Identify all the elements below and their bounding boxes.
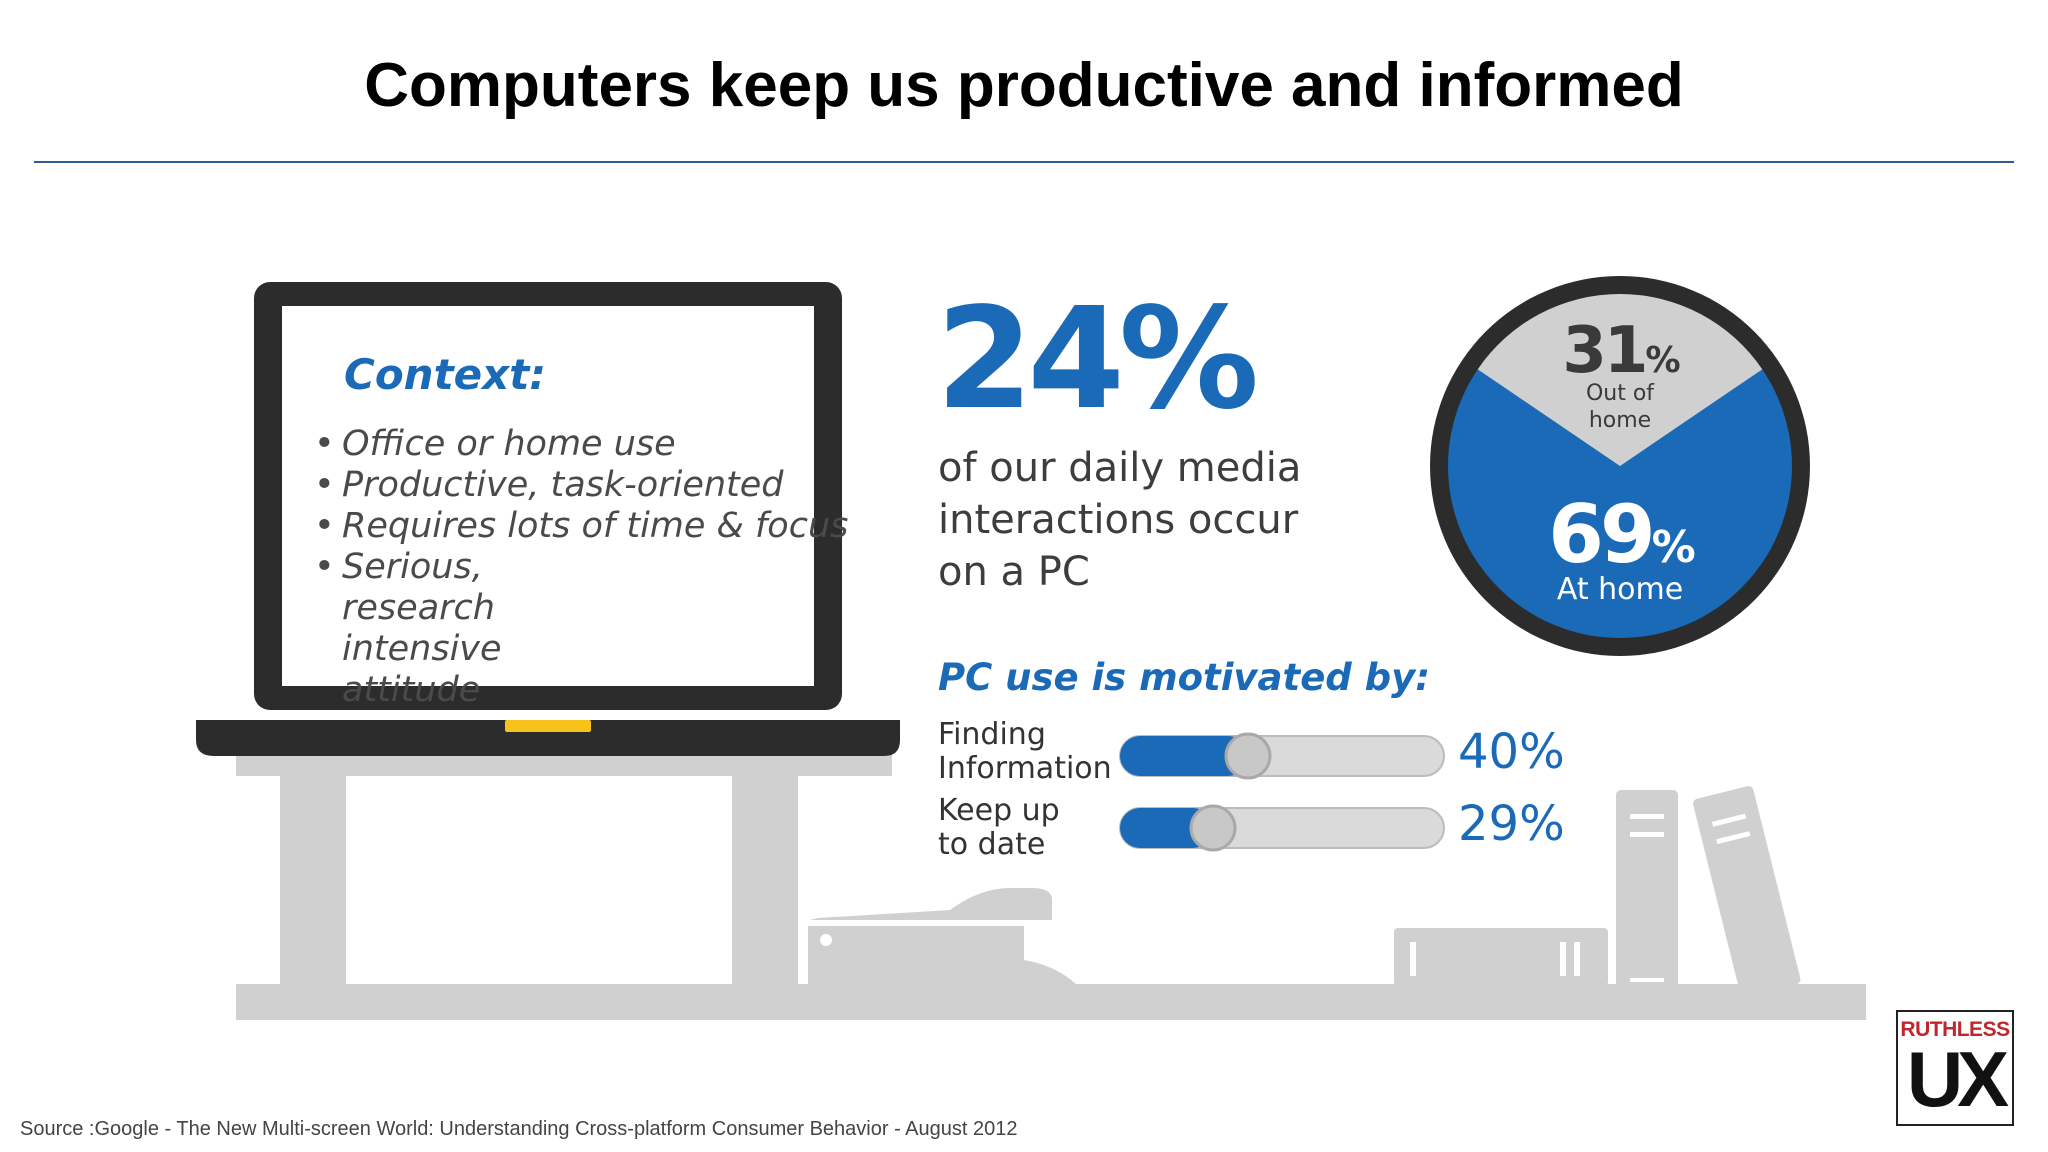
- bar-label-keep-up-to-date: Keep up to date: [938, 793, 1060, 862]
- out-of-home-label: Out of home: [1585, 381, 1655, 433]
- headline-description: of our daily media interactions occur on…: [938, 445, 1302, 595]
- bar-label-finding-information: Finding Information: [938, 717, 1112, 786]
- bar-finding-information: [1119, 732, 1445, 780]
- bar-value-finding-information: 40%: [1458, 724, 1565, 780]
- context-item: Office or home use: [314, 424, 848, 465]
- at-home-percentage: 69%: [1548, 488, 1695, 581]
- books-icon: [1394, 786, 1801, 997]
- ruthless-ux-logo: RUTHLESS UX: [1896, 1010, 2014, 1126]
- bar-value-keep-up-to-date: 29%: [1458, 796, 1565, 852]
- motivation-heading: PC use is motivated by:: [938, 656, 1431, 699]
- at-home-label: At home: [1556, 572, 1684, 607]
- stapler-icon: [808, 888, 1082, 990]
- context-list: Office or home use Productive, task-orie…: [314, 424, 848, 711]
- slide-title: Computers keep us productive and informe…: [364, 51, 1684, 120]
- title-divider: [34, 161, 2014, 163]
- pie-out-of-home-segment: [1477, 294, 1763, 466]
- context-heading: Context:: [344, 350, 547, 399]
- context-item: Requires lots of time & focus: [314, 506, 848, 547]
- logo-text-top: RUTHLESS: [1900, 1018, 2010, 1041]
- source-citation: Source :Google - The New Multi-screen Wo…: [20, 1118, 1018, 1140]
- context-item: Serious, research intensive attitude: [314, 547, 642, 711]
- bar-keep-up-to-date: [1119, 804, 1445, 852]
- location-pie-chart: [1430, 276, 1810, 656]
- laptop-trackpad-indicator: [505, 720, 591, 732]
- logo-text-bottom: UX: [1906, 1035, 2009, 1123]
- headline-percentage: 24%: [936, 278, 1259, 441]
- out-of-home-percentage: 31%: [1562, 314, 1680, 388]
- motivation-bars: [1119, 732, 1445, 852]
- context-item: Productive, task-oriented: [314, 465, 848, 506]
